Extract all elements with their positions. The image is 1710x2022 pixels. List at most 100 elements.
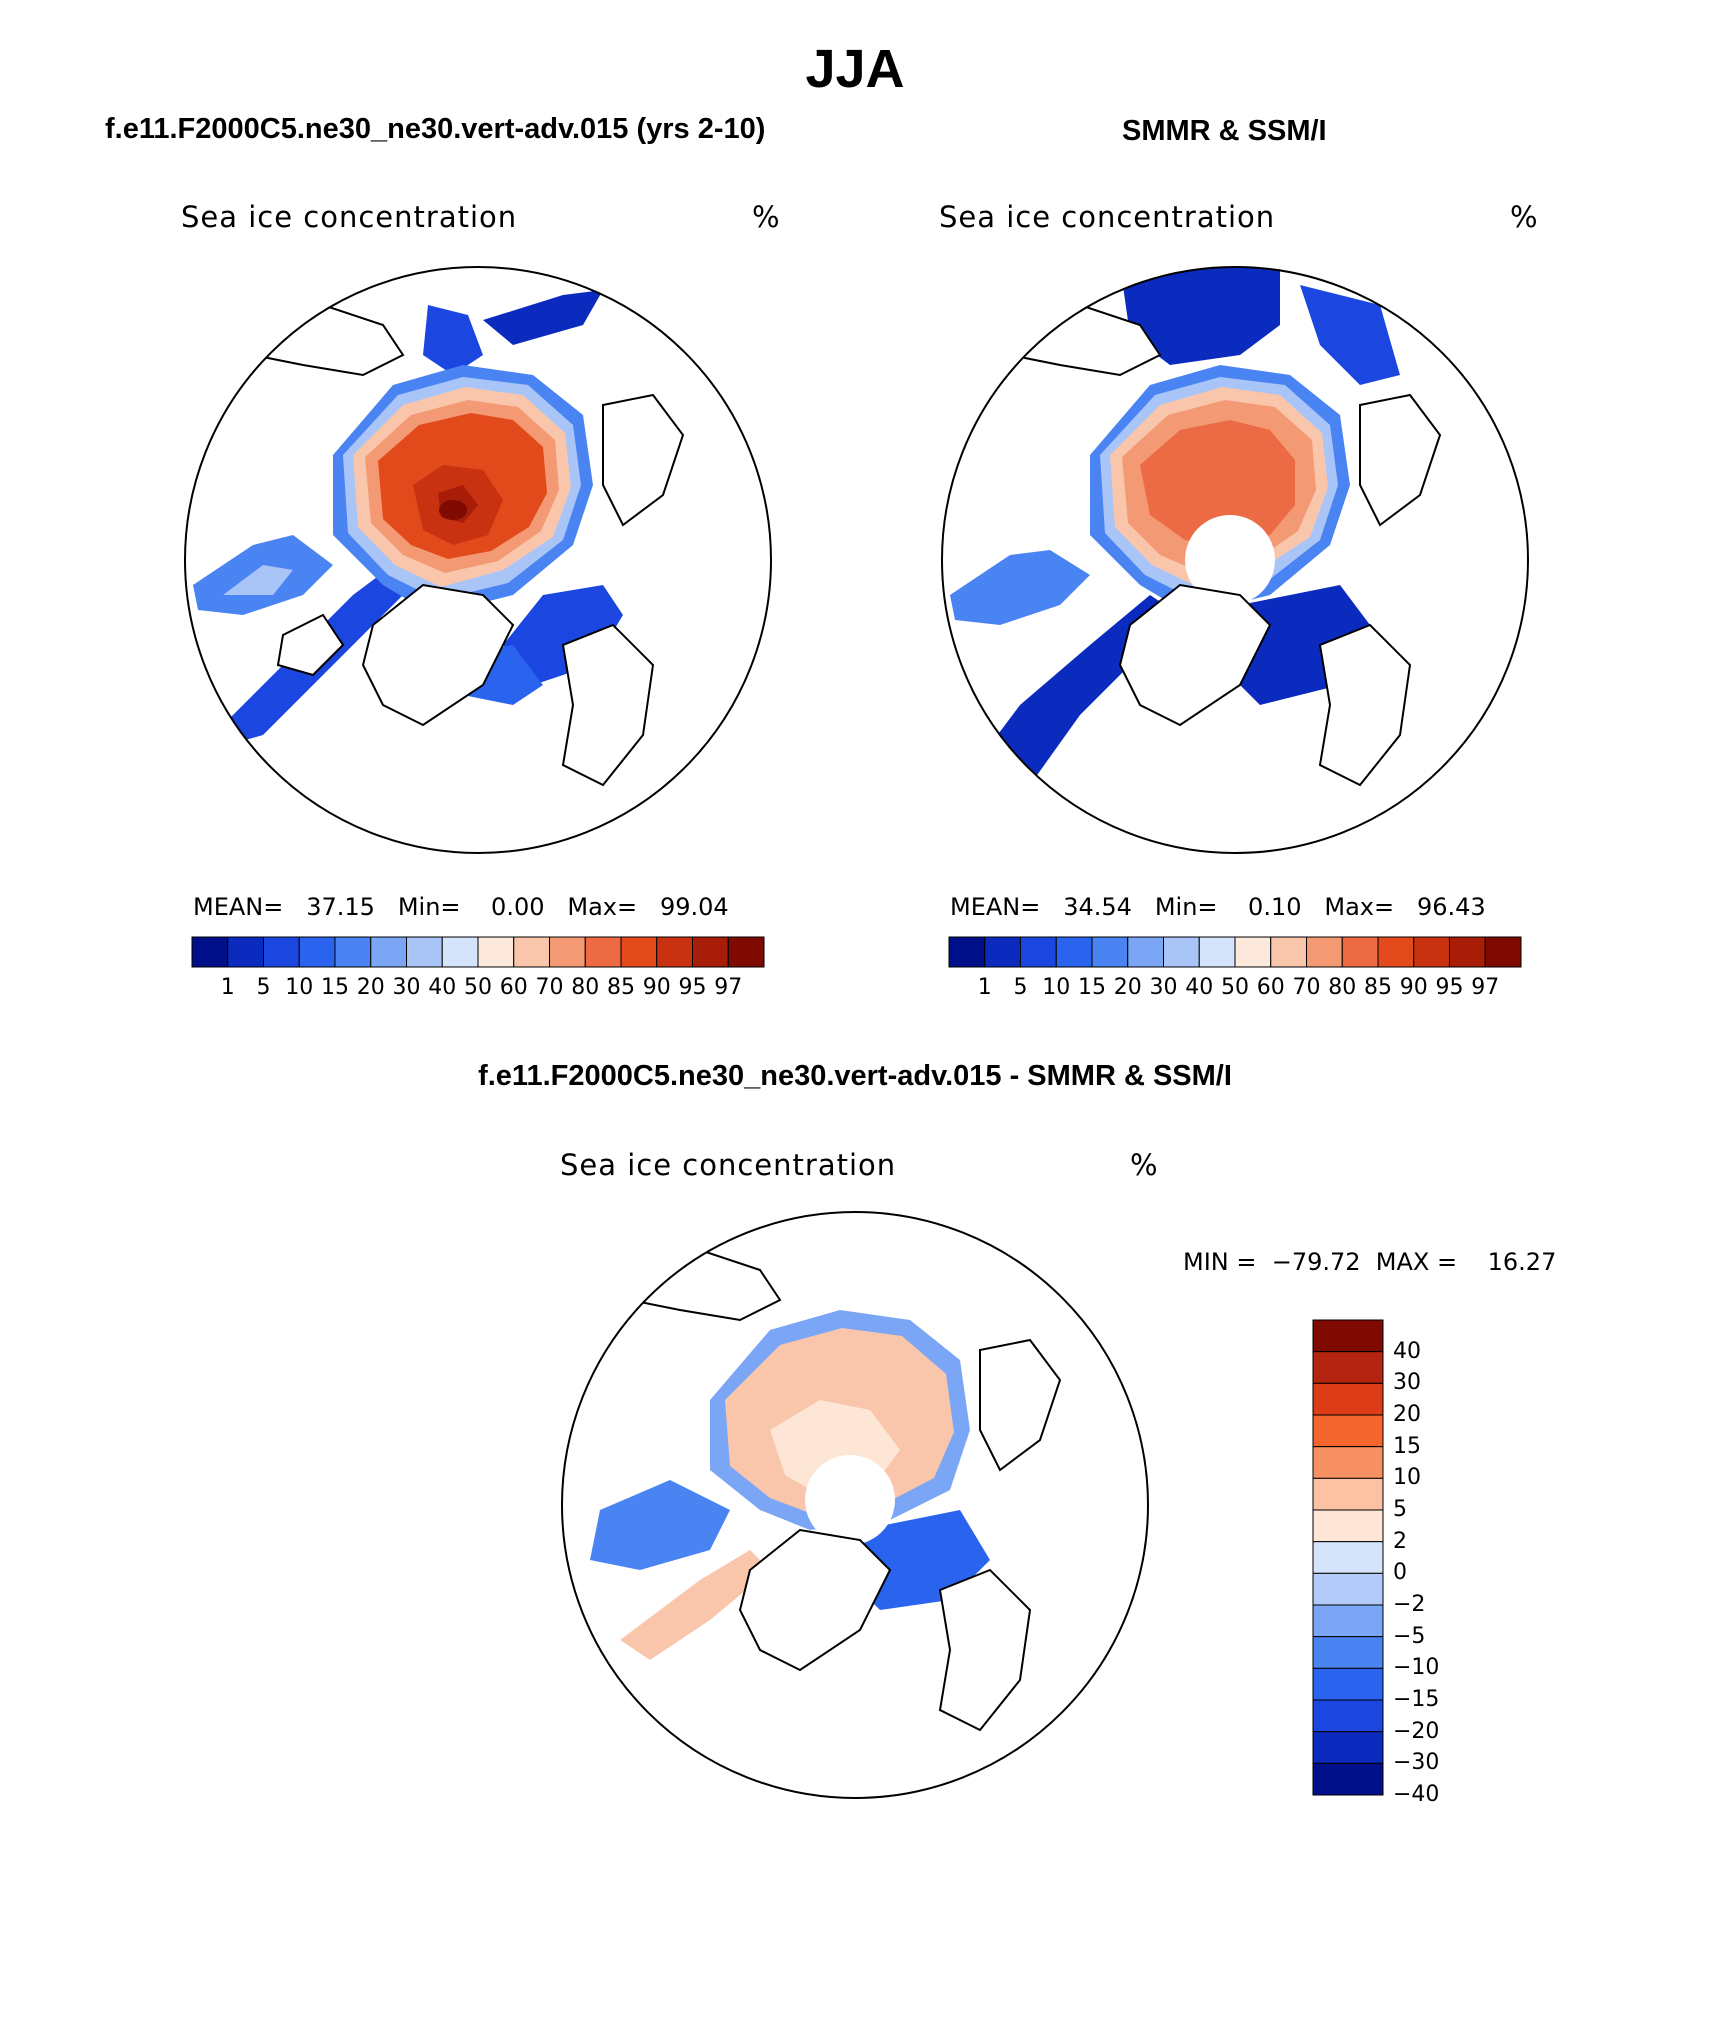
left-variable-label: Sea ice concentration	[181, 200, 518, 234]
colorbar-swatch	[1163, 936, 1200, 968]
colorbar-tick-label: 15	[1078, 975, 1106, 1000]
left-panel-title: f.e11.F2000C5.ne30_ne30.vert-adv.015 (yr…	[105, 113, 766, 145]
bering-ice	[423, 305, 483, 375]
greenland-outline	[738, 1528, 892, 1672]
colorbar-tick-label: 95	[678, 975, 707, 1000]
colorbar-tick-label: 5	[256, 975, 271, 1000]
colorbar-swatch	[1312, 1762, 1384, 1796]
colorbar-swatch	[984, 936, 1021, 968]
colorbar-tick-label: 70	[535, 975, 564, 1000]
colorbar-tick-label: 5	[1393, 1497, 1407, 1522]
colorbar-swatch	[1312, 1382, 1384, 1416]
left-colorbar-ticks: 1 5 10 15 20 30 40 50 60 70 80 85 90 95 97	[192, 975, 764, 1005]
colorbar-swatch	[948, 936, 986, 968]
colorbar-tick-label: −15	[1393, 1687, 1440, 1712]
colorbar-swatch	[298, 936, 336, 968]
colorbar-swatch	[191, 936, 229, 968]
colorbar-swatch	[477, 936, 515, 968]
colorbar-swatch	[1449, 936, 1486, 968]
right-variable-label: Sea ice concentration	[939, 200, 1276, 234]
greenland-outline	[361, 583, 515, 727]
colorbar-tick-label: 15	[321, 975, 349, 1000]
bering-ice	[1120, 267, 1280, 365]
figure-title: JJA	[805, 39, 905, 99]
colorbar-swatch	[1312, 1636, 1384, 1669]
colorbar-swatch	[263, 936, 300, 968]
colorbar-tick-label: 95	[1435, 975, 1464, 1000]
colorbar-tick-label: 80	[571, 975, 600, 1000]
colorbar-tick-label: 85	[607, 975, 635, 1000]
colorbar-tick-label: 30	[1149, 975, 1178, 1000]
colorbar-tick-label: 40	[1185, 975, 1214, 1000]
colorbar-tick-label: 40	[428, 975, 457, 1000]
colorbar-tick-label: 85	[1364, 975, 1392, 1000]
colorbar-swatch	[1312, 1351, 1384, 1384]
colorbar-swatch	[1341, 936, 1379, 968]
right-colorbar-ticks: 1 5 10 15 20 30 40 50 60 70 80 85 90 95 97	[949, 975, 1521, 1005]
colorbar-tick-label: −20	[1393, 1718, 1440, 1744]
colorbar-tick-label: 2	[1393, 1528, 1407, 1554]
pole-hole	[1185, 515, 1275, 605]
colorbar-swatch	[1312, 1604, 1384, 1638]
colorbar-tick-label: 90	[642, 975, 671, 1000]
colorbar-swatch	[1312, 1667, 1384, 1701]
left-units-label: %	[752, 200, 780, 234]
colorbar-tick-label: 5	[1013, 975, 1028, 1000]
colorbar-swatch	[549, 936, 586, 968]
colorbar-swatch	[1091, 936, 1129, 968]
greenland-outline	[1118, 583, 1272, 727]
diff-units-label: %	[1130, 1148, 1158, 1182]
colorbar-swatch	[1312, 1414, 1384, 1448]
colorbar-swatch	[1377, 936, 1415, 968]
colorbar-swatch	[1312, 1319, 1384, 1353]
colorbar-tick-label: 70	[1292, 975, 1321, 1000]
colorbar-swatch	[1312, 1446, 1384, 1479]
colorbar-tick-label: 20	[356, 975, 385, 1000]
colorbar-tick-label: −10	[1393, 1655, 1440, 1681]
colorbar-swatch	[656, 936, 693, 968]
colorbar-swatch	[1312, 1572, 1384, 1606]
diff-variable-label: Sea ice concentration	[560, 1148, 897, 1182]
colorbar-swatch	[370, 936, 407, 968]
colorbar-swatch	[334, 936, 372, 968]
colorbar-tick-label: 10	[1042, 975, 1071, 1000]
right-colorbar	[948, 936, 1522, 968]
colorbar-swatch	[1198, 936, 1236, 968]
diff-polar-map	[561, 1211, 1149, 1799]
colorbar-tick-label: 1	[977, 975, 992, 1000]
colorbar-tick-label: −30	[1393, 1750, 1440, 1776]
colorbar-tick-label: 60	[499, 975, 528, 1000]
colorbar-tick-label: 40	[1393, 1338, 1421, 1364]
pole-hole	[805, 1455, 895, 1545]
colorbar-tick-label: 50	[464, 975, 492, 1000]
colorbar-tick-label: 97	[714, 975, 743, 1000]
colorbar-tick-label: 20	[1393, 1402, 1421, 1427]
colorbar-tick-label: −5	[1393, 1623, 1426, 1649]
colorbar-tick-label: 10	[285, 975, 314, 1000]
colorbar-swatch	[1413, 936, 1450, 968]
colorbar-swatch	[1127, 936, 1164, 968]
colorbar-swatch	[692, 936, 729, 968]
diff-colorbar-ticks: 40 30 20 15 10 5 2 0 −2 −5 −10 −15 −20 −30 −40	[1393, 1320, 1473, 1807]
colorbar-swatch	[441, 936, 479, 968]
colorbar-tick-label: 50	[1221, 975, 1249, 1000]
colorbar-tick-label: 10	[1393, 1465, 1421, 1491]
colorbar-swatch	[1020, 936, 1057, 968]
diff-stats: MIN = −79.72 MAX = 16.27	[1183, 1248, 1557, 1276]
colorbar-swatch	[1055, 936, 1093, 968]
colorbar-swatch	[727, 936, 765, 968]
colorbar-tick-label: 97	[1471, 975, 1500, 1000]
colorbar-tick-label: 0	[1393, 1560, 1407, 1586]
colorbar-swatch	[620, 936, 658, 968]
colorbar-swatch	[1312, 1731, 1384, 1764]
colorbar-tick-label: 30	[1393, 1370, 1421, 1396]
left-polar-map	[184, 266, 772, 854]
right-polar-map	[941, 266, 1529, 854]
colorbar-tick-label: −40	[1393, 1782, 1440, 1807]
right-units-label: %	[1510, 200, 1538, 234]
colorbar-swatch	[1312, 1699, 1384, 1733]
right-panel-title: SMMR & SSM/I	[1122, 115, 1327, 147]
colorbar-tick-label: 1	[220, 975, 235, 1000]
diff-panel-title: f.e11.F2000C5.ne30_ne30.vert-adv.015 - S…	[478, 1060, 1232, 1092]
diff-colorbar	[1312, 1319, 1384, 1796]
